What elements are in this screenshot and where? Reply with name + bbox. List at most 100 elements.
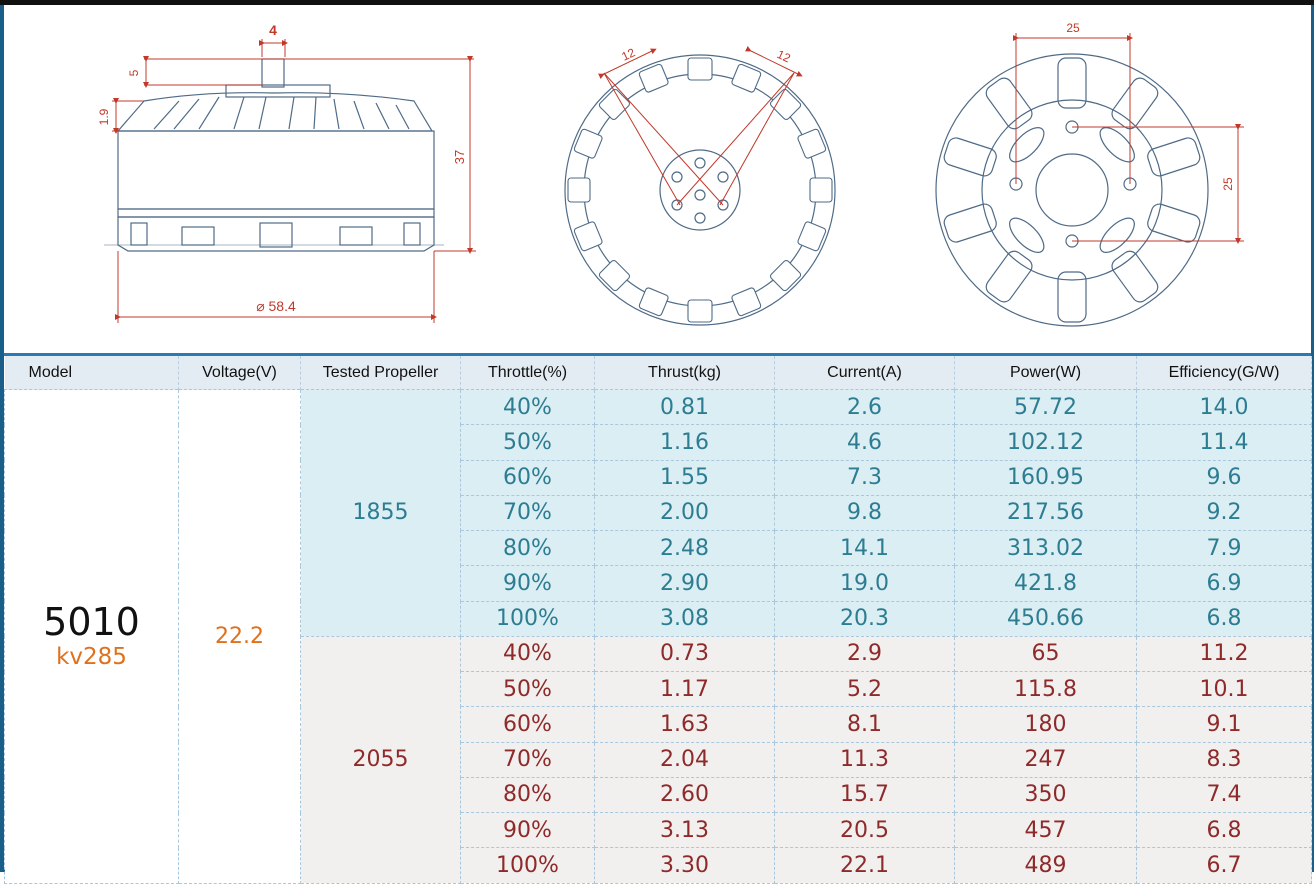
model-number: 5010 — [43, 600, 140, 645]
performance-table: Model Voltage(V) Tested Propeller Thrott… — [4, 356, 1312, 884]
power-cell: 160.95 — [954, 459, 1137, 496]
table-row: 2055 40% 0.73 2.9 65 11.2 — [5, 635, 1312, 884]
current-cell: 20.3 — [774, 600, 955, 637]
current-cell: 22.1 — [774, 847, 955, 884]
dim-slot-left: 12 — [619, 45, 637, 63]
efficiency-cell: 10.1 — [1136, 670, 1312, 708]
throttle-cell: 50% — [460, 424, 595, 461]
thrust-cell: 1.17 — [594, 670, 775, 708]
efficiency-cell: 14.0 — [1136, 388, 1312, 426]
thrust-cell: 1.55 — [594, 459, 775, 496]
throttle-cell: 40% — [460, 388, 595, 426]
current-cell: 19.0 — [774, 565, 955, 602]
thrust-cell: 2.90 — [594, 565, 775, 602]
efficiency-cell: 8.3 — [1136, 741, 1312, 778]
drawing-svg: 4 5 1.9 37 ⌀ 58.4 — [97, 21, 1244, 327]
efficiency-cell: 9.2 — [1136, 494, 1312, 532]
top-view-dimensions — [597, 45, 803, 206]
power-cell: 247 — [954, 741, 1137, 778]
thrust-cell: 0.73 — [594, 635, 775, 673]
propeller-cell: 1855 — [300, 389, 461, 637]
top-view-slots — [567, 57, 833, 323]
header-throttle: Throttle(%) — [460, 356, 595, 390]
current-cell: 20.5 — [774, 811, 955, 849]
throttle-cell: 60% — [460, 706, 595, 743]
table-row: 50% 1.17 5.2 115.8 10.1 — [5, 670, 1312, 708]
top-border — [0, 0, 1314, 5]
thrust-cell: 1.63 — [594, 706, 775, 743]
efficiency-cell: 6.8 — [1136, 811, 1312, 849]
thrust-cell: 3.08 — [594, 600, 775, 637]
throttle-cell: 70% — [460, 741, 595, 778]
dim-total-height: 37 — [452, 150, 467, 164]
power-cell: 313.02 — [954, 529, 1137, 567]
table-row: 50% 1.16 4.6 102.12 11.4 — [5, 424, 1312, 461]
current-cell: 14.1 — [774, 529, 955, 567]
throttle-cell: 90% — [460, 811, 595, 849]
current-cell: 4.6 — [774, 424, 955, 461]
current-cell: 5.2 — [774, 670, 955, 708]
efficiency-cell: 11.4 — [1136, 424, 1312, 461]
dim-shaft-length: 5 — [127, 69, 141, 76]
dim-base-height: 1.9 — [97, 108, 111, 125]
current-cell: 7.3 — [774, 459, 955, 496]
table-header-row: Model Voltage(V) Tested Propeller Thrott… — [4, 356, 1312, 390]
current-cell: 2.6 — [774, 388, 955, 426]
model-kv: kv285 — [56, 644, 127, 671]
model-cell: 5010 kv285 — [4, 389, 179, 884]
current-cell: 2.9 — [774, 635, 955, 673]
header-propeller: Tested Propeller — [300, 356, 461, 390]
section-divider — [4, 353, 1311, 356]
thrust-cell: 2.48 — [594, 529, 775, 567]
current-cell: 8.1 — [774, 706, 955, 743]
frame-right — [1311, 5, 1314, 872]
thrust-cell: 0.81 — [594, 388, 775, 426]
thrust-cell: 2.00 — [594, 494, 775, 532]
dim-diameter: ⌀ 58.4 — [256, 298, 296, 314]
current-cell: 15.7 — [774, 776, 955, 814]
side-dimensions — [112, 39, 476, 323]
current-cell: 11.3 — [774, 741, 955, 778]
power-cell: 489 — [954, 847, 1137, 884]
current-cell: 9.8 — [774, 494, 955, 532]
efficiency-cell: 6.8 — [1136, 600, 1312, 637]
efficiency-cell: 6.7 — [1136, 847, 1312, 884]
power-cell: 115.8 — [954, 670, 1137, 708]
power-cell: 457 — [954, 811, 1137, 849]
frame-left — [0, 5, 4, 872]
efficiency-cell: 7.4 — [1136, 776, 1312, 814]
throttle-cell: 90% — [460, 565, 595, 602]
table-row: 60% 1.55 7.3 160.95 9.6 — [5, 459, 1312, 496]
throttle-cell: 40% — [460, 635, 595, 673]
motor-side-view — [104, 58, 444, 252]
header-current: Current(A) — [774, 356, 955, 390]
efficiency-cell: 7.9 — [1136, 529, 1312, 567]
dim-slot-right: 12 — [775, 47, 793, 65]
bottom-view-dimensions — [1013, 33, 1244, 244]
thrust-cell: 2.60 — [594, 776, 775, 814]
power-cell: 180 — [954, 706, 1137, 743]
power-cell: 350 — [954, 776, 1137, 814]
power-cell: 450.66 — [954, 600, 1137, 637]
motor-technical-drawing: 4 5 1.9 37 ⌀ 58.4 — [4, 5, 1311, 353]
header-power: Power(W) — [954, 356, 1137, 390]
power-cell: 57.72 — [954, 388, 1137, 426]
table-row: 70% 2.04 11.3 247 8.3 — [5, 741, 1312, 778]
throttle-cell: 80% — [460, 776, 595, 814]
throttle-cell: 60% — [460, 459, 595, 496]
thrust-cell: 3.13 — [594, 811, 775, 849]
efficiency-cell: 9.6 — [1136, 459, 1312, 496]
motor-bottom-view — [935, 53, 1209, 327]
power-cell: 217.56 — [954, 494, 1137, 532]
table-row: 100% 3.08 20.3 450.66 6.8 — [5, 600, 1312, 637]
header-model: Model — [4, 356, 179, 390]
motor-top-view — [564, 54, 836, 326]
power-cell: 65 — [954, 635, 1137, 673]
header-thrust: Thrust(kg) — [594, 356, 775, 390]
power-cell: 102.12 — [954, 424, 1137, 461]
throttle-cell: 70% — [460, 494, 595, 532]
dim-hole-spacing-h: 25 — [1066, 21, 1080, 35]
dim-shaft-width: 4 — [269, 22, 277, 38]
efficiency-cell: 11.2 — [1136, 635, 1312, 673]
throttle-cell: 80% — [460, 529, 595, 567]
